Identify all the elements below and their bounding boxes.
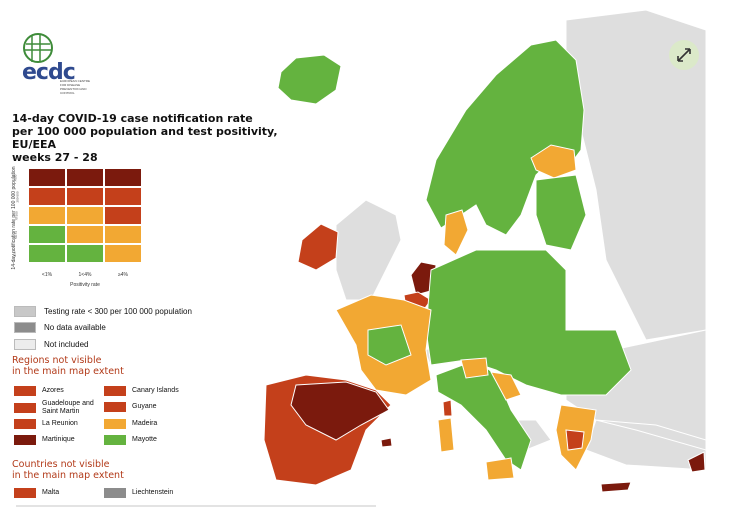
- regions-heading-line-2: in the main map extent: [12, 366, 124, 377]
- map-region-ireland: [297, 223, 339, 271]
- matrix-cell: [66, 187, 104, 206]
- countries-heading-line-1: Countries not visible: [12, 459, 110, 470]
- region-label: Canary Islands: [132, 387, 179, 394]
- region-swatch: [104, 435, 126, 445]
- map-region-italy: [435, 359, 532, 471]
- map-region-cyprus: [687, 451, 706, 473]
- matrix-y-tick: 50-74: [13, 231, 18, 239]
- region-item: Guadeloupe and Saint Martin: [14, 400, 114, 416]
- matrix-cell: [28, 206, 66, 225]
- map-region-italy-orange: [460, 357, 515, 481]
- region-label: Madeira: [132, 420, 158, 427]
- map-region-greece-red: [565, 429, 585, 451]
- expand-button[interactable]: [669, 40, 699, 70]
- matrix-cell: [66, 168, 104, 187]
- matrix-y-tick: 75-200: [14, 211, 19, 221]
- matrix-cell: [28, 225, 66, 244]
- region-item: Mayotte: [104, 435, 157, 445]
- legend-label: Not included: [44, 340, 89, 349]
- map-region-nordic-orange: [530, 144, 577, 179]
- region-item: Azores: [14, 386, 64, 396]
- legend-item: Testing rate < 300 per 100 000 populatio…: [14, 306, 192, 317]
- region-swatch: [14, 435, 36, 445]
- map-region-croatia: [490, 371, 522, 401]
- map-title: 14-day COVID-19 case notification rate p…: [12, 112, 292, 164]
- map-title-line-2: per 100 000 population and test positivi…: [12, 125, 278, 151]
- matrix-cell: [104, 168, 142, 187]
- countries-heading: Countries not visible in the main map ex…: [12, 459, 124, 481]
- map-title-line-3: weeks 27 - 28: [12, 151, 98, 164]
- legend-item: No data available: [14, 322, 106, 333]
- map-region-corsica: [442, 399, 453, 417]
- region-item: Canary Islands: [104, 386, 179, 396]
- matrix-cell: [28, 187, 66, 206]
- map-figure: ecdc EUROPEAN CENTRE FOR DISEASE PREVENT…: [6, 0, 706, 510]
- country-swatch: [14, 488, 36, 498]
- map-region-sardinia: [437, 417, 455, 453]
- region-swatch: [14, 419, 36, 429]
- region-item: Madeira: [104, 419, 157, 429]
- region-item: Guyane: [104, 402, 157, 412]
- matrix-y-tick: <50: [12, 251, 17, 257]
- region-label: Mayotte: [132, 436, 157, 443]
- region-label: Martinique: [42, 436, 75, 443]
- country-label: Malta: [42, 489, 60, 496]
- region-label: Azores: [42, 387, 64, 394]
- map-region-crete: [600, 481, 632, 493]
- matrix-cell: [66, 244, 104, 263]
- matrix-y-tick: 200-500: [15, 191, 20, 203]
- matrix-cell: [28, 244, 66, 263]
- matrix-cell: [104, 244, 142, 263]
- matrix-cell: [104, 206, 142, 225]
- map-title-line-1: 14-day COVID-19 case notification rate: [12, 112, 253, 125]
- regions-heading: Regions not visible in the main map exte…: [12, 355, 124, 377]
- map-region-spain-north: [290, 381, 390, 441]
- map-region-france-green: [367, 324, 412, 366]
- matrix-cell: [66, 225, 104, 244]
- region-item: La Reunion: [14, 419, 78, 429]
- footer-divider: [16, 505, 376, 507]
- matrix-x-axis-label: Positivity rate: [70, 282, 100, 288]
- region-swatch: [104, 386, 126, 396]
- country-item: Malta: [14, 488, 59, 498]
- expand-arrows-icon: [677, 48, 691, 62]
- map-region-denmark: [443, 209, 469, 256]
- region-swatch: [14, 386, 36, 396]
- legend-swatch: [14, 306, 36, 317]
- legend-label: No data available: [44, 323, 106, 332]
- matrix-cell: [104, 187, 142, 206]
- matrix-cell: [104, 225, 142, 244]
- matrix-x-tick: 1<4%: [78, 272, 92, 278]
- regions-heading-line-1: Regions not visible: [12, 355, 102, 366]
- europe-map: [263, 9, 706, 493]
- country-label: Liechtenstein: [132, 489, 174, 496]
- matrix-cell: [28, 168, 66, 187]
- country-swatch: [104, 488, 126, 498]
- ecdc-logo-subtitle: EUROPEAN CENTRE FOR DISEASE PREVENTION A…: [60, 79, 91, 95]
- region-swatch: [104, 402, 126, 412]
- ecdc-logo: [16, 30, 62, 71]
- region-label: Guyane: [132, 403, 157, 410]
- matrix-cell: [66, 206, 104, 225]
- matrix-x-tick: ≥4%: [118, 272, 128, 278]
- region-label: La Reunion: [42, 420, 78, 427]
- map-region-baltics: [535, 174, 587, 251]
- legend-swatch: [14, 339, 36, 350]
- ecdc-logo-text: ecdc: [22, 60, 76, 85]
- globe-logo-icon: [23, 33, 53, 63]
- matrix-x-tick: <1%: [41, 272, 53, 278]
- map-region-balearic: [380, 437, 393, 448]
- matrix-y-tick: >500: [13, 174, 18, 182]
- legend-label: Testing rate < 300 per 100 000 populatio…: [44, 307, 192, 316]
- countries-heading-line-2: in the main map extent: [12, 470, 124, 481]
- legend-swatch: [14, 322, 36, 333]
- country-item: Liechtenstein: [104, 488, 173, 498]
- legend-item: Not included: [14, 339, 88, 350]
- region-swatch: [14, 403, 36, 413]
- map-region-iceland: [277, 54, 342, 105]
- region-label: Guadeloupe and Saint Martin: [42, 400, 94, 415]
- region-item: Martinique: [14, 435, 75, 445]
- region-swatch: [104, 419, 126, 429]
